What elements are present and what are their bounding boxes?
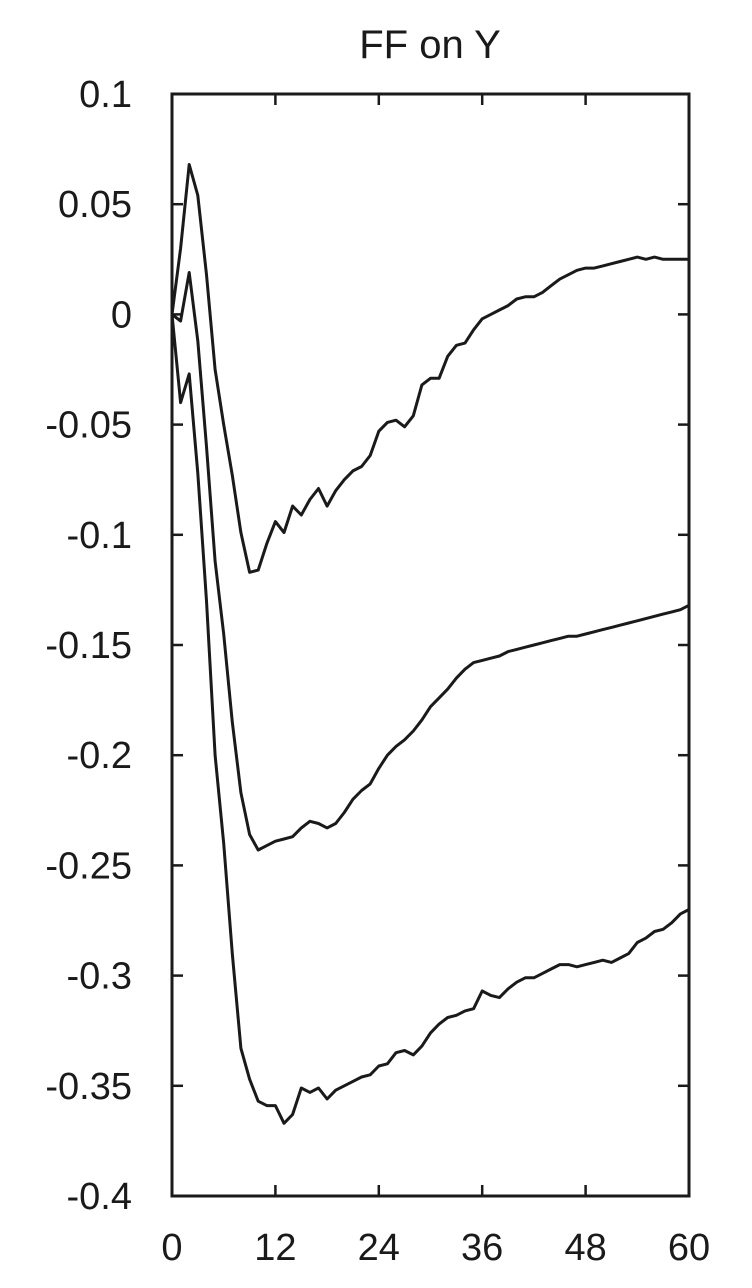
x-axis: 0 12 24 36 48 60 <box>161 94 710 1269</box>
x-tick-label: 0 <box>161 1227 182 1269</box>
y-tick-label: -0.15 <box>45 625 132 667</box>
y-tick-label: -0.35 <box>45 1066 132 1108</box>
y-tick-label: 0.05 <box>58 184 132 226</box>
x-tick-label: 36 <box>461 1227 503 1269</box>
y-tick-label: -0.25 <box>45 845 132 887</box>
series-group <box>170 163 690 1125</box>
plot-frame <box>170 92 691 1198</box>
series-line-lower-band <box>170 314 690 1125</box>
y-tick-label: -0.2 <box>67 735 132 777</box>
y-tick-label: -0.05 <box>45 405 132 447</box>
x-tick-label: 48 <box>564 1227 606 1269</box>
y-tick-label: 0.1 <box>79 74 132 116</box>
y-tick-label: -0.4 <box>67 1176 132 1218</box>
chart-title: FF on Y <box>359 23 501 67</box>
series-line-upper-band <box>170 163 689 574</box>
y-axis: 0.1 0.05 0 -0.05 -0.1 -0.15 -0.2 -0.25 -0.3 -0.35… <box>45 74 689 1218</box>
y-tick-label: -0.3 <box>67 956 132 998</box>
y-tick-label: -0.1 <box>67 515 132 557</box>
y-tick-label: 0 <box>111 294 132 336</box>
x-tick-label: 60 <box>668 1227 710 1269</box>
x-tick-label: 12 <box>254 1227 296 1269</box>
series-line-point-estimate <box>171 271 690 852</box>
x-tick-label: 24 <box>358 1227 400 1269</box>
